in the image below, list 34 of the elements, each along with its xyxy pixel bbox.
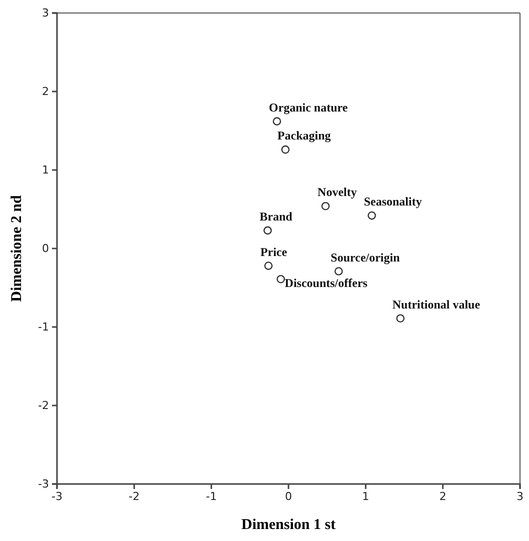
point — [396, 314, 405, 323]
y-axis-title: Dimensione 2 nd — [9, 194, 25, 302]
y-tick-label: 2 — [42, 85, 49, 98]
y-tick-label: 3 — [42, 6, 49, 20]
x-tick-label: -1 — [206, 490, 217, 503]
annotation: Brand — [260, 209, 293, 224]
point — [334, 267, 343, 276]
point — [272, 117, 282, 126]
annotation: Seasonality — [364, 194, 422, 209]
y-tick-label: 1 — [42, 164, 49, 177]
x-tick-label: 1 — [362, 490, 370, 503]
x-tick-label: 3 — [516, 490, 524, 503]
point — [368, 211, 376, 220]
annotation: Source/origin — [330, 250, 400, 264]
x-tick-label: 0 — [285, 490, 292, 503]
y-tick-label: 0 — [42, 242, 49, 256]
x-tick-label: -3 — [52, 490, 62, 503]
annotation: Discounts/offers — [284, 276, 368, 290]
annotation: Novelty — [318, 185, 357, 200]
y-tick-label: -2 — [38, 399, 49, 412]
x-tick-label: -2 — [128, 490, 140, 503]
annotation: Nutritional value — [392, 297, 481, 312]
point — [264, 262, 273, 270]
annotation: Price — [260, 244, 288, 259]
point — [276, 274, 285, 284]
annotation: Organic nature — [268, 100, 348, 114]
x-tick-label: 2 — [439, 490, 446, 503]
y-tick-label: -1 — [38, 320, 49, 334]
x-axis-title: Dimension 1 st — [241, 517, 336, 533]
point — [281, 145, 290, 154]
point — [321, 202, 330, 210]
y-tick-label: -3 — [38, 478, 49, 491]
point — [263, 226, 272, 235]
annotation: Packaging — [277, 128, 331, 143]
